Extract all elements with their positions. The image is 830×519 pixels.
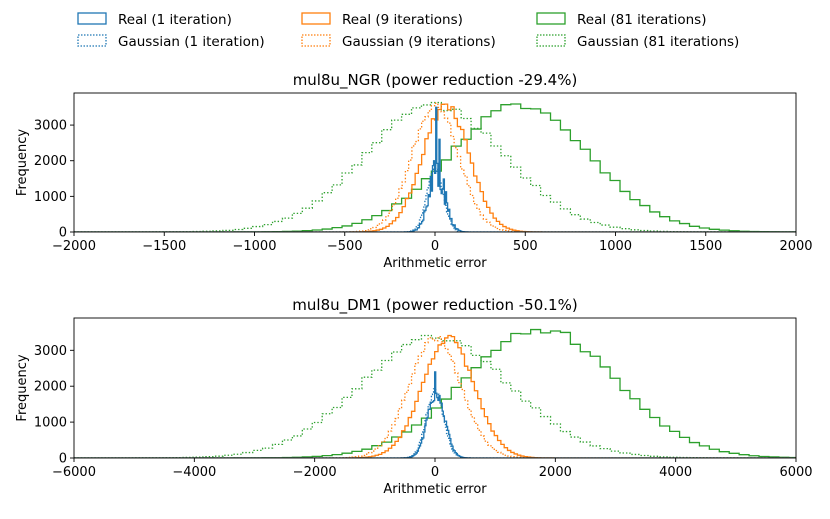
x-tick-label: 6000 — [779, 465, 812, 480]
series-real-9-iterations — [74, 334, 796, 458]
x-tick-label: −2000 — [52, 239, 96, 254]
legend-entry-gaussian-81-iterations: Gaussian (81 iterations) — [536, 34, 739, 50]
series-real-9-iterations — [74, 103, 796, 232]
legend-swatch — [301, 12, 331, 25]
chart-title: mul8u_DM1 (power reduction -50.1%) — [292, 296, 577, 315]
y-tick-label: 0 — [59, 452, 67, 467]
legend-entry-gaussian-1-iteration: Gaussian (1 iteration) — [77, 34, 265, 50]
y-axis-label: Frequency — [15, 129, 30, 196]
legend-label: Real (1 iteration) — [118, 12, 232, 28]
y-tick-label: 0 — [59, 226, 67, 241]
x-tick-label: 2000 — [539, 465, 572, 480]
legend-entry-real-81-iterations: Real (81 iterations) — [536, 12, 706, 28]
series-gaussian-1-iteration — [74, 164, 796, 232]
x-tick-label: 0 — [431, 465, 439, 480]
x-tick-label: −1000 — [233, 239, 277, 254]
x-tick-label: −4000 — [172, 465, 216, 480]
panel-ngr: −2000 −1500 −1000 −500 0 500 1000 1500 2000 0 1000… — [15, 71, 813, 271]
y-tick-label: 2000 — [34, 380, 67, 395]
legend-label: Gaussian (81 iterations) — [577, 34, 739, 50]
y-tick-label: 3000 — [34, 344, 67, 359]
y-tick-label: 2000 — [34, 154, 67, 169]
legend-label: Real (81 iterations) — [577, 12, 706, 28]
series-gaussian-9-iterations — [74, 102, 796, 232]
legend: Real (1 iteration) Gaussian (1 iteration)… — [77, 12, 739, 50]
x-tick-label: 1500 — [689, 239, 722, 254]
panel-dm1: −6000 −4000 −2000 0 2000 4000 6000 0 1000 2000 300… — [15, 296, 813, 497]
legend-label: Gaussian (1 iteration) — [118, 34, 265, 50]
legend-entry-real-1-iteration: Real (1 iteration) — [77, 12, 232, 28]
x-tick-label: −500 — [327, 239, 363, 254]
legend-swatch — [536, 12, 566, 25]
chart-title: mul8u_NGR (power reduction -29.4%) — [293, 71, 578, 90]
legend-label: Real (9 iterations) — [342, 12, 463, 28]
series-real-1-iteration — [74, 106, 796, 232]
legend-swatch — [536, 34, 566, 47]
x-tick-label: 4000 — [659, 465, 692, 480]
x-tick-label: −2000 — [293, 465, 337, 480]
x-axis-label: Arithmetic error — [383, 482, 487, 497]
legend-entry-real-9-iterations: Real (9 iterations) — [301, 12, 463, 28]
y-tick-label: 1000 — [34, 416, 67, 431]
y-tick-label: 3000 — [34, 119, 67, 134]
legend-swatch — [301, 34, 331, 47]
x-tick-label: 2000 — [779, 239, 812, 254]
y-axis-label: Frequency — [15, 354, 30, 421]
x-tick-label: 0 — [431, 239, 439, 254]
x-tick-label: 500 — [513, 239, 538, 254]
x-tick-label: −1500 — [142, 239, 186, 254]
series-gaussian-81-iterations — [74, 334, 796, 458]
y-tick-label: 1000 — [34, 190, 67, 205]
legend-entry-gaussian-9-iterations: Gaussian (9 iterations) — [301, 34, 496, 50]
x-axis-label: Arithmetic error — [383, 256, 487, 271]
x-tick-label: −6000 — [52, 465, 96, 480]
legend-label: Gaussian (9 iterations) — [342, 34, 496, 50]
legend-swatch — [77, 12, 107, 25]
x-tick-label: 1000 — [599, 239, 632, 254]
legend-swatch — [77, 34, 107, 47]
